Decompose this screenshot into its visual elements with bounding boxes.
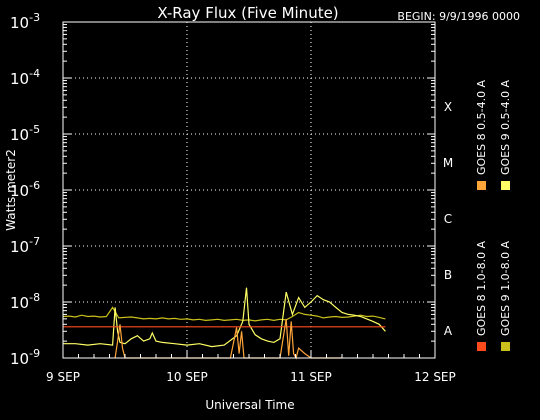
begin-label: BEGIN: 9/9/1996 0000	[397, 10, 520, 23]
series-line	[62, 306, 386, 322]
y-tick-exponent: -7	[29, 235, 40, 248]
legend-label: GOES 8 1.0-8.0 A	[475, 240, 488, 336]
y-tick-label: 10-7	[10, 235, 40, 256]
y-tick-exponent: -4	[29, 67, 40, 80]
legend-label: GOES 9 1.0-8.0 A	[499, 240, 512, 336]
y-tick-base: 10	[10, 126, 29, 144]
y-tick-label: 10-8	[10, 291, 40, 312]
series-line	[63, 287, 386, 348]
x-tick-label: 10 SEP	[166, 370, 208, 384]
y-tick-label: 10-6	[10, 179, 40, 200]
y-tick-exponent: -3	[29, 11, 40, 24]
y-tick-label: 10-4	[10, 67, 40, 88]
x-axis-label: Universal Time	[205, 398, 294, 412]
y-tick-label: 10-9	[10, 347, 40, 368]
legend-label: GOES 9 0.5-4.0 A	[499, 79, 512, 175]
y-tick-base: 10	[10, 14, 29, 32]
chart-title: X-Ray Flux (Five Minute)	[157, 4, 338, 22]
flare-class-label: M	[443, 156, 453, 170]
y-axis-label: Watts meter2	[4, 149, 18, 231]
legend-swatch	[501, 181, 510, 190]
y-tick-base: 10	[10, 294, 29, 312]
legend-swatch	[477, 181, 486, 190]
y-tick-base: 10	[10, 238, 29, 256]
legend-swatch	[477, 342, 486, 351]
y-tick-label: 10-5	[10, 123, 40, 144]
flare-class-label: X	[444, 100, 452, 114]
y-tick-exponent: -9	[29, 347, 40, 360]
flare-class-label: B	[444, 268, 452, 282]
y-tick-label: 10-3	[10, 11, 40, 32]
x-tick-label: 12 SEP	[414, 370, 456, 384]
y-tick-base: 10	[10, 350, 29, 368]
flare-class-label: A	[444, 324, 453, 338]
y-tick-exponent: -5	[29, 123, 40, 136]
y-tick-base: 10	[10, 70, 29, 88]
y-tick-exponent: -6	[29, 179, 40, 192]
series-layer	[62, 287, 386, 360]
x-tick-label: 11 SEP	[290, 370, 332, 384]
axis-ticks: 10-910-810-710-610-510-410-39 SEP 10 SEP 1…	[10, 11, 456, 384]
flare-class-label: C	[444, 212, 452, 226]
legend-swatch	[501, 342, 510, 351]
legend: GOES 8 1.0-8.0 A GOES 8 0.5-4.0 A GOES 9 1…	[475, 79, 512, 351]
legend-label: GOES 8 0.5-4.0 A	[475, 79, 488, 175]
y-tick-base: 10	[10, 182, 29, 200]
x-tick-label: 9 SEP	[46, 370, 80, 384]
y-tick-exponent: -8	[29, 291, 40, 304]
